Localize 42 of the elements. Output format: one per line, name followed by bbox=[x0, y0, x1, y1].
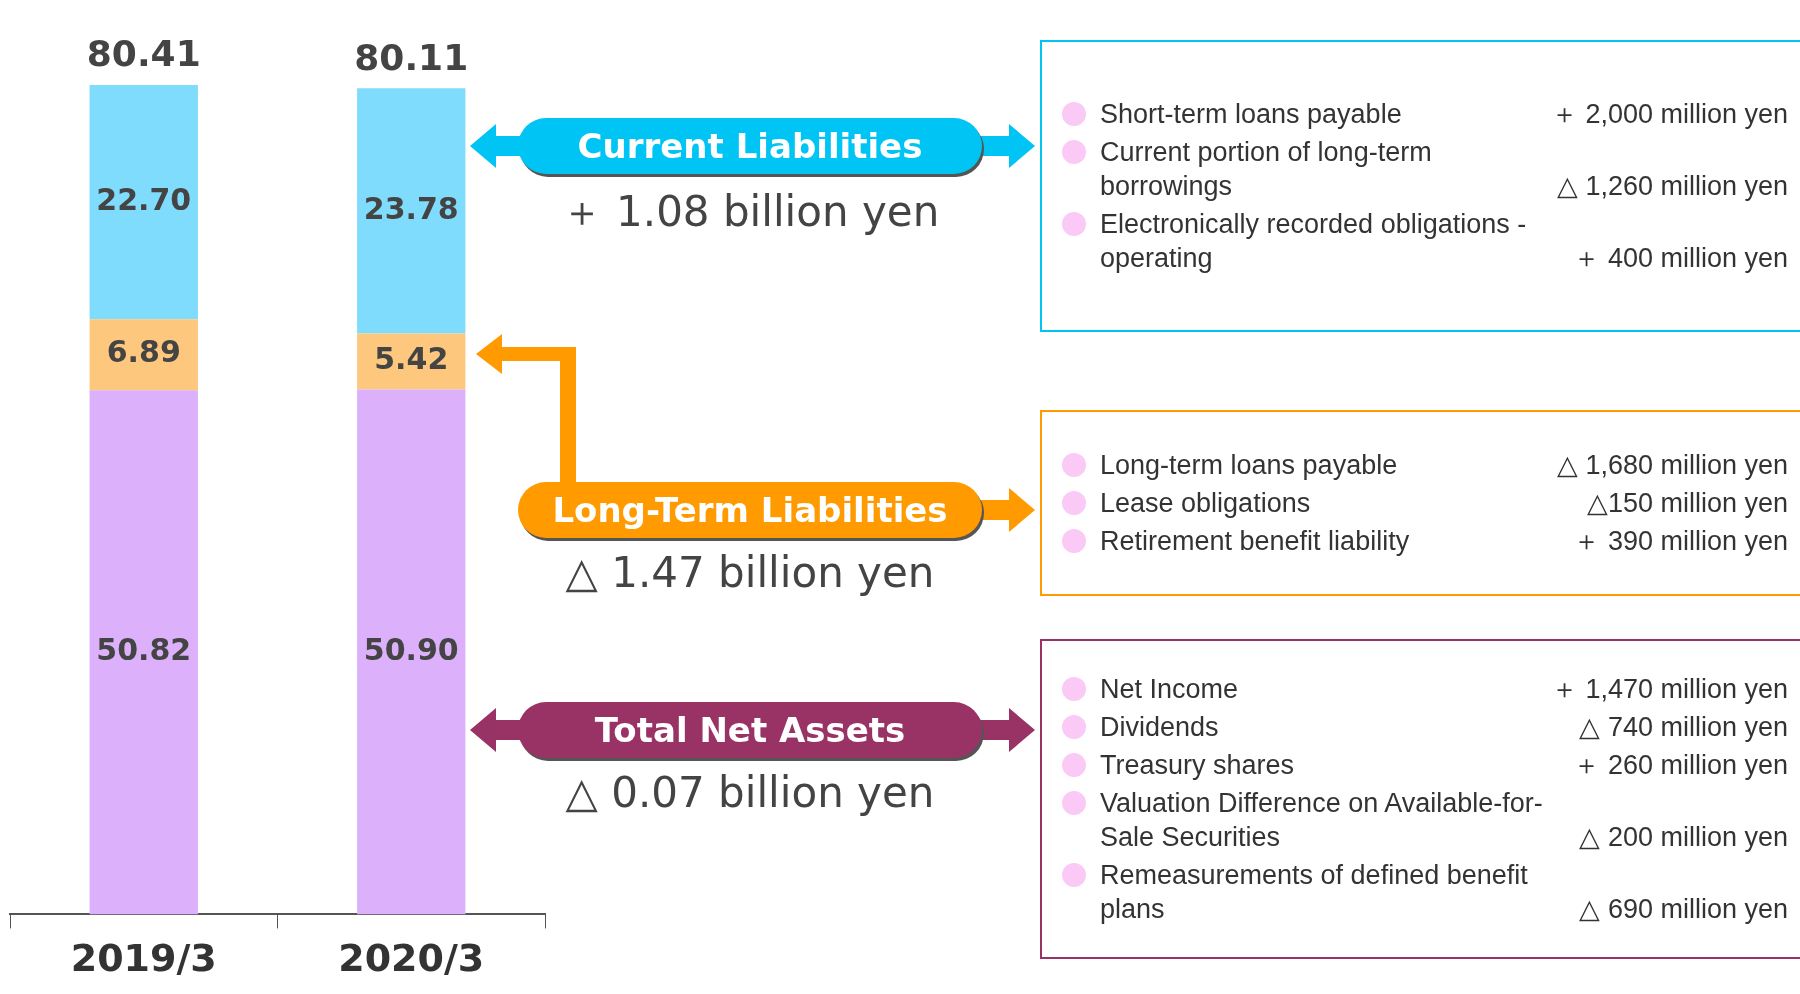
callout: Current Liabilities bbox=[518, 118, 982, 174]
text: △ 0.07 billion yen bbox=[565, 768, 935, 817]
data-label: 50.82 bbox=[96, 632, 192, 668]
text: △ 1,260 million yen bbox=[1555, 170, 1788, 203]
text: Net Income bbox=[1100, 673, 1239, 706]
text: △ 1.47 billion yen bbox=[565, 548, 935, 597]
text: Lease obligations bbox=[1100, 487, 1311, 520]
text: Electronically recorded obligations - operating bbox=[1100, 208, 1528, 275]
total-label: 80.11 bbox=[354, 36, 469, 78]
text: ＋ 1,470 million yen bbox=[1549, 673, 1788, 706]
text: △ 740 million yen bbox=[1578, 711, 1788, 744]
text: ＋ 1.08 billion yen bbox=[560, 187, 940, 236]
text: Valuation Difference on Available-for-Sale Securities bbox=[1100, 787, 1544, 854]
bar bbox=[89, 85, 198, 320]
data-label: 5.42 bbox=[374, 341, 449, 377]
text: Short-term loans payable bbox=[1100, 98, 1402, 131]
text: Retirement benefit liability bbox=[1100, 525, 1410, 558]
x-tick-label: 2020/3 bbox=[338, 936, 485, 981]
text: ＋ 2,000 million yen bbox=[1549, 98, 1788, 131]
text: Long-term loans payable bbox=[1100, 449, 1398, 482]
text: △ 1,680 million yen bbox=[1555, 449, 1788, 482]
text: △ 690 million yen bbox=[1578, 893, 1788, 926]
text: Dividends bbox=[1100, 711, 1219, 744]
callout: Long-Term Liabilities bbox=[518, 482, 982, 538]
bar bbox=[89, 390, 198, 915]
text: ＋ 400 million yen bbox=[1572, 242, 1788, 275]
data-label: 6.89 bbox=[106, 334, 181, 370]
text: △150 million yen bbox=[1585, 487, 1788, 520]
text: Current portion of long-term borrowings bbox=[1100, 136, 1433, 203]
text: Remeasurements of defined benefit plans bbox=[1100, 859, 1529, 926]
bar bbox=[357, 88, 466, 334]
callout: Total Net Assets bbox=[518, 702, 982, 758]
text: ＋ 260 million yen bbox=[1572, 749, 1788, 782]
data-label: 23.78 bbox=[363, 190, 459, 226]
data-label: 50.90 bbox=[363, 631, 459, 667]
text: △ 200 million yen bbox=[1578, 821, 1788, 854]
data-label: 22.70 bbox=[96, 181, 192, 217]
text: Treasury shares bbox=[1100, 749, 1295, 782]
total-label: 80.41 bbox=[86, 33, 201, 75]
x-tick-label: 2019/3 bbox=[70, 936, 217, 981]
text: ＋ 390 million yen bbox=[1572, 525, 1788, 558]
bar bbox=[357, 389, 466, 915]
